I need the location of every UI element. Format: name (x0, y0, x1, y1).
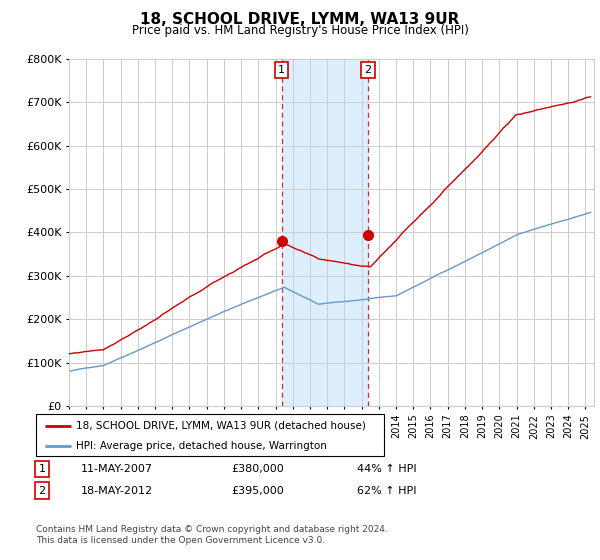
Text: £380,000: £380,000 (231, 464, 284, 474)
Text: 18, SCHOOL DRIVE, LYMM, WA13 9UR: 18, SCHOOL DRIVE, LYMM, WA13 9UR (140, 12, 460, 27)
FancyBboxPatch shape (36, 414, 384, 456)
Text: 1: 1 (38, 464, 46, 474)
Text: HPI: Average price, detached house, Warrington: HPI: Average price, detached house, Warr… (76, 441, 327, 451)
Bar (282, 59, 368, 406)
Text: Contains HM Land Registry data © Crown copyright and database right 2024.
This d: Contains HM Land Registry data © Crown c… (36, 525, 388, 545)
Text: £395,000: £395,000 (231, 486, 284, 496)
Text: Price paid vs. HM Land Registry's House Price Index (HPI): Price paid vs. HM Land Registry's House … (131, 24, 469, 37)
Text: 62% ↑ HPI: 62% ↑ HPI (357, 486, 416, 496)
Text: 1: 1 (278, 64, 285, 74)
Text: 2: 2 (38, 486, 46, 496)
Text: 2: 2 (365, 64, 372, 74)
Text: 44% ↑ HPI: 44% ↑ HPI (357, 464, 416, 474)
Text: 18-MAY-2012: 18-MAY-2012 (81, 486, 153, 496)
Text: 18, SCHOOL DRIVE, LYMM, WA13 9UR (detached house): 18, SCHOOL DRIVE, LYMM, WA13 9UR (detach… (76, 421, 366, 431)
Text: 11-MAY-2007: 11-MAY-2007 (81, 464, 153, 474)
